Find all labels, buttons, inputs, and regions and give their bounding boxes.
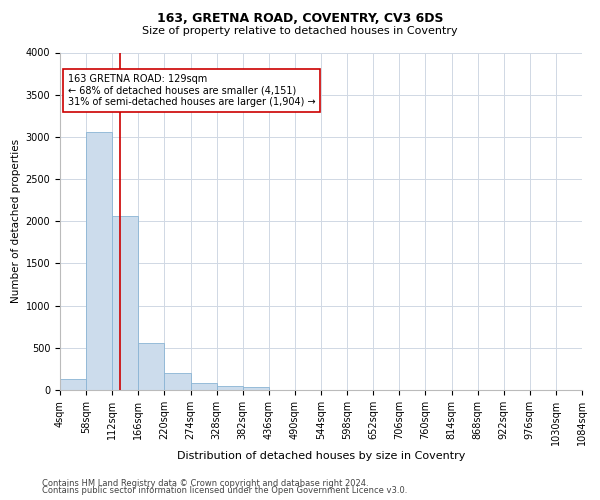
Text: Contains public sector information licensed under the Open Government Licence v3: Contains public sector information licen… bbox=[42, 486, 407, 495]
Bar bbox=[164, 373, 191, 390]
Text: Size of property relative to detached houses in Coventry: Size of property relative to detached ho… bbox=[142, 26, 458, 36]
Bar bbox=[242, 386, 269, 390]
Bar bbox=[217, 386, 242, 390]
Bar bbox=[60, 379, 86, 390]
Bar bbox=[112, 216, 139, 390]
Bar bbox=[139, 343, 164, 390]
Bar bbox=[191, 383, 217, 390]
Y-axis label: Number of detached properties: Number of detached properties bbox=[11, 139, 22, 304]
Text: 163, GRETNA ROAD, COVENTRY, CV3 6DS: 163, GRETNA ROAD, COVENTRY, CV3 6DS bbox=[157, 12, 443, 26]
Text: Contains HM Land Registry data © Crown copyright and database right 2024.: Contains HM Land Registry data © Crown c… bbox=[42, 478, 368, 488]
X-axis label: Distribution of detached houses by size in Coventry: Distribution of detached houses by size … bbox=[177, 450, 465, 460]
Bar bbox=[86, 132, 112, 390]
Text: 163 GRETNA ROAD: 129sqm
← 68% of detached houses are smaller (4,151)
31% of semi: 163 GRETNA ROAD: 129sqm ← 68% of detache… bbox=[68, 74, 316, 107]
